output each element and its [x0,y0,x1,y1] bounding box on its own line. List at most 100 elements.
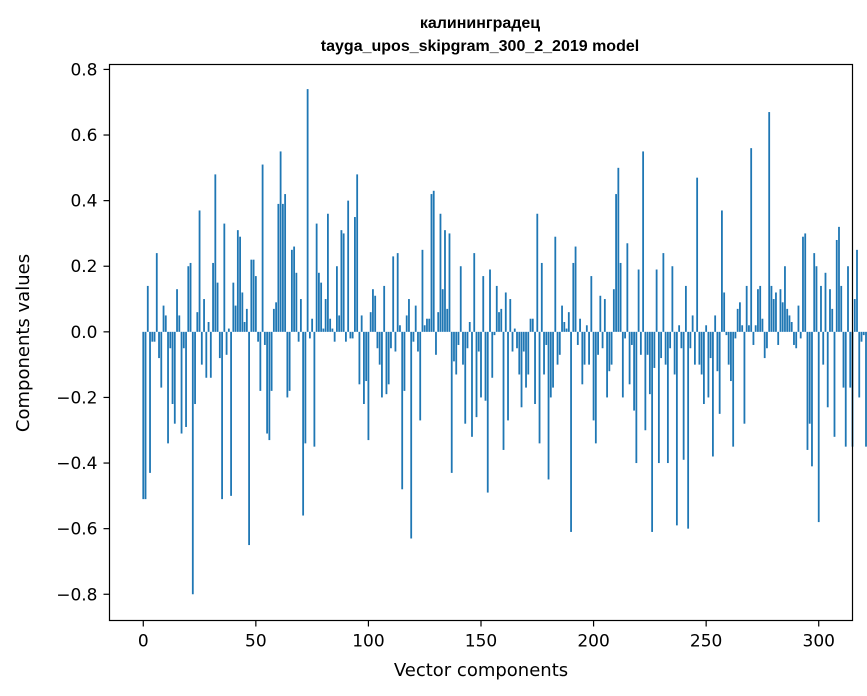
bar [266,331,269,434]
bar [543,331,545,375]
bar [162,305,165,332]
bar [297,331,300,342]
bar [498,312,500,332]
bar [606,331,608,398]
bar [489,269,491,332]
bar [164,315,167,332]
bar [666,331,669,464]
bar [567,312,570,332]
bar [279,151,282,332]
bar [727,331,730,365]
bar [655,269,658,332]
bar [858,331,861,398]
bar [354,217,356,332]
bar [198,210,201,332]
bar [261,164,264,332]
bar [376,331,379,349]
bar [561,305,563,332]
x-tick-label: 200 [577,632,609,652]
bar [466,331,469,349]
bar [293,246,296,332]
bar [617,167,620,332]
bar [599,295,602,332]
bar [516,331,518,349]
bar [482,276,485,332]
bar [707,331,710,398]
bar [277,203,280,332]
bar [419,331,422,421]
bar [191,331,194,595]
bar [194,331,196,405]
bar [675,331,678,526]
bar [824,272,827,332]
bar [860,331,863,342]
bar [144,331,147,500]
bar [374,295,377,332]
bar [721,210,723,332]
bar [473,253,476,332]
bar [624,331,626,339]
bar [153,331,156,342]
bar [534,331,536,405]
bar [387,331,390,385]
bar [556,331,559,365]
bar [570,331,572,532]
bar [151,331,154,342]
bar [245,308,248,332]
x-tick-label: 300 [803,632,835,652]
bar [214,174,217,332]
bar [723,292,726,332]
y-tick-label: −0.4 [56,454,97,474]
bar [558,331,561,355]
bar [304,331,307,444]
bar [811,331,813,467]
bar [435,331,437,355]
bar [187,266,190,332]
bar [817,331,820,523]
bar [648,331,651,395]
chart-title: калининградец [420,15,540,32]
bar [390,331,392,349]
bar [637,269,640,332]
y-tick-label: −0.6 [56,520,97,540]
bar [594,331,597,444]
bar [502,331,505,450]
bar [491,331,494,378]
bar [455,331,458,375]
bar [554,236,557,332]
bar [725,331,728,336]
bar [703,331,705,405]
bar [381,331,383,398]
bar [529,318,532,332]
bar [513,328,516,332]
bar [736,308,739,332]
bar [221,331,223,500]
bar [509,299,512,332]
bar [579,318,581,332]
bar [270,331,273,391]
bar [847,266,849,332]
bar [795,331,798,349]
bar [196,312,199,332]
bar [779,289,782,332]
bar [793,331,795,345]
bar [320,282,323,332]
bar [392,256,395,332]
bar [257,331,259,342]
bar [748,325,750,332]
bar [171,331,174,405]
bar [585,325,588,332]
bar [588,331,590,365]
bar [608,331,611,372]
bar [574,246,577,332]
bar [403,331,406,391]
bar [457,331,460,345]
bar [288,331,291,391]
bar [421,249,424,332]
bar [500,308,503,332]
bar [565,328,568,332]
bar [477,331,480,352]
bar [698,331,701,365]
bar [808,331,811,424]
